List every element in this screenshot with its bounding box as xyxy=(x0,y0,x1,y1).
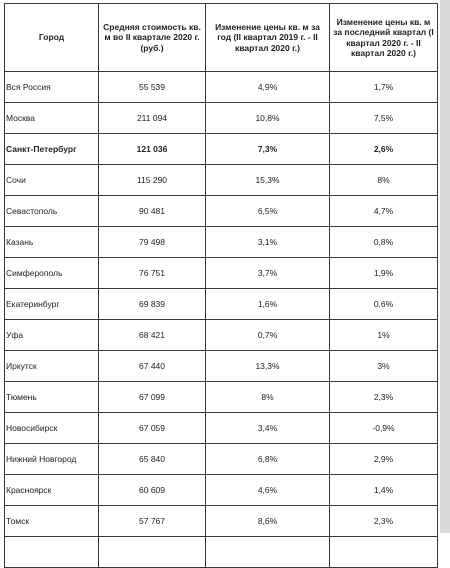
price-cell: 68 421 xyxy=(98,319,206,351)
quarter-change-cell: 4,7% xyxy=(329,195,438,227)
city-cell: Москва xyxy=(4,102,99,134)
quarter-change-cell: 0,6% xyxy=(329,288,438,320)
price-cell: 57 767 xyxy=(98,505,206,537)
year-change-cell: 4,9% xyxy=(205,71,330,103)
year-change-cell: 1,6% xyxy=(205,288,330,320)
city-cell: Новосибирск xyxy=(4,412,99,444)
city-cell: Санкт-Петербург xyxy=(4,133,99,165)
year-change-cell: 3,1% xyxy=(205,226,330,258)
year-change-cell: 0,7% xyxy=(205,319,330,351)
quarter-change-cell: 1% xyxy=(329,319,438,351)
quarter-change-cell: 2,6% xyxy=(329,133,438,165)
quarter-change-cell: 2,9% xyxy=(329,443,438,475)
quarter-change-cell: 0,8% xyxy=(329,226,438,258)
price-cell: 67 059 xyxy=(98,412,206,444)
table-row: Сочи 115 290 15,3% 8% xyxy=(4,164,438,196)
table-row: Казань 79 498 3,1% 0,8% xyxy=(4,226,438,258)
price-cell: 90 481 xyxy=(98,195,206,227)
price-cell xyxy=(98,536,206,568)
quarter-change-cell: 3% xyxy=(329,350,438,382)
page: Город Средняя стоимость кв. м во II квар… xyxy=(4,0,450,568)
table-row: Вся Россия 55 539 4,9% 1,7% xyxy=(4,71,438,103)
table-row: Екатеринбург 69 839 1,6% 0,6% xyxy=(4,288,438,320)
table-row: Иркутск 67 440 13,3% 3% xyxy=(4,350,438,382)
scrollbar-track[interactable] xyxy=(440,0,450,533)
year-change-cell: 10,8% xyxy=(205,102,330,134)
price-cell: 76 751 xyxy=(98,257,206,289)
header-year-change: Изменение цены кв. м за год (II квартал … xyxy=(205,3,330,72)
table-row: Уфа 68 421 0,7% 1% xyxy=(4,319,438,351)
city-cell xyxy=(4,536,99,568)
quarter-change-cell: 1,7% xyxy=(329,71,438,103)
quarter-change-cell: 1,4% xyxy=(329,474,438,506)
year-change-cell: 15,3% xyxy=(205,164,330,196)
price-cell: 67 099 xyxy=(98,381,206,413)
year-change-cell: 8% xyxy=(205,381,330,413)
year-change-cell xyxy=(205,536,330,568)
city-cell: Сочи xyxy=(4,164,99,196)
city-cell: Екатеринбург xyxy=(4,288,99,320)
table-row: Красноярск 60 609 4,6% 1,4% xyxy=(4,474,438,506)
year-change-cell: 3,7% xyxy=(205,257,330,289)
header-quarter-change: Изменение цены кв. м за последний кварта… xyxy=(329,3,438,72)
table-row: Новосибирск 67 059 3,4% -0,9% xyxy=(4,412,438,444)
table-row: Нижний Новгород 65 840 6,8% 2,9% xyxy=(4,443,438,475)
city-cell: Вся Россия xyxy=(4,71,99,103)
quarter-change-cell: 7,5% xyxy=(329,102,438,134)
price-cell: 115 290 xyxy=(98,164,206,196)
table-header-row: Город Средняя стоимость кв. м во II квар… xyxy=(4,3,438,72)
table-row xyxy=(4,536,438,568)
year-change-cell: 6,5% xyxy=(205,195,330,227)
quarter-change-cell: 1,9% xyxy=(329,257,438,289)
city-cell: Уфа xyxy=(4,319,99,351)
price-cell: 121 036 xyxy=(98,133,206,165)
table-row: Москва 211 094 10,8% 7,5% xyxy=(4,102,438,134)
table-row: Томск 57 767 8,6% 2,3% xyxy=(4,505,438,537)
year-change-cell: 7,3% xyxy=(205,133,330,165)
quarter-change-cell: 2,3% xyxy=(329,381,438,413)
city-cell: Севастополь xyxy=(4,195,99,227)
quarter-change-cell xyxy=(329,536,438,568)
price-cell: 60 609 xyxy=(98,474,206,506)
table-body: Вся Россия 55 539 4,9% 1,7% Москва 211 094 10,… xyxy=(4,71,438,568)
price-cell: 211 094 xyxy=(98,102,206,134)
city-cell: Тюмень xyxy=(4,381,99,413)
header-city: Город xyxy=(4,3,99,72)
price-cell: 69 839 xyxy=(98,288,206,320)
price-cell: 65 840 xyxy=(98,443,206,475)
price-table: Город Средняя стоимость кв. м во II квар… xyxy=(4,3,438,568)
price-cell: 55 539 xyxy=(98,71,206,103)
quarter-change-cell: 2,3% xyxy=(329,505,438,537)
year-change-cell: 13,3% xyxy=(205,350,330,382)
year-change-cell: 8,6% xyxy=(205,505,330,537)
year-change-cell: 4,6% xyxy=(205,474,330,506)
table-row: Севастополь 90 481 6,5% 4,7% xyxy=(4,195,438,227)
table-row: Тюмень 67 099 8% 2,3% xyxy=(4,381,438,413)
city-cell: Симферополь xyxy=(4,257,99,289)
header-average-price: Средняя стоимость кв. м во II квартале 2… xyxy=(98,3,206,72)
table-row: Санкт-Петербург 121 036 7,3% 2,6% xyxy=(4,133,438,165)
city-cell: Иркутск xyxy=(4,350,99,382)
price-cell: 67 440 xyxy=(98,350,206,382)
city-cell: Казань xyxy=(4,226,99,258)
year-change-cell: 3,4% xyxy=(205,412,330,444)
quarter-change-cell: -0,9% xyxy=(329,412,438,444)
price-cell: 79 498 xyxy=(98,226,206,258)
city-cell: Томск xyxy=(4,505,99,537)
table-row: Симферополь 76 751 3,7% 1,9% xyxy=(4,257,438,289)
city-cell: Красноярск xyxy=(4,474,99,506)
year-change-cell: 6,8% xyxy=(205,443,330,475)
city-cell: Нижний Новгород xyxy=(4,443,99,475)
quarter-change-cell: 8% xyxy=(329,164,438,196)
